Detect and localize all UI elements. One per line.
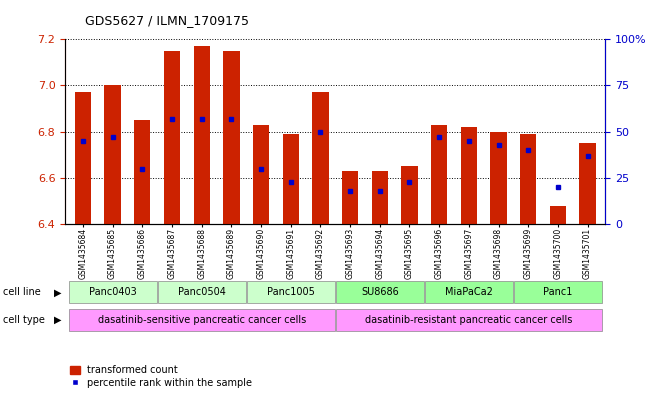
Bar	[490, 132, 506, 224]
Bar	[134, 120, 150, 224]
Bar	[342, 171, 358, 224]
Bar	[431, 125, 447, 224]
Text: cell line: cell line	[3, 287, 41, 298]
Bar	[68, 281, 156, 303]
Text: GDS5627 / ILMN_1709175: GDS5627 / ILMN_1709175	[85, 15, 249, 28]
Text: Panc0403: Panc0403	[89, 287, 137, 298]
Bar	[68, 309, 335, 331]
Bar	[193, 46, 210, 224]
Bar	[247, 281, 335, 303]
Bar	[461, 127, 477, 224]
Bar	[283, 134, 299, 224]
Text: dasatinib-resistant pancreatic cancer cells: dasatinib-resistant pancreatic cancer ce…	[365, 315, 572, 325]
Text: MiaPaCa2: MiaPaCa2	[445, 287, 493, 298]
Bar	[75, 92, 91, 224]
Bar	[223, 51, 240, 224]
Bar	[104, 85, 121, 224]
Bar	[336, 309, 602, 331]
Text: ▶: ▶	[54, 315, 62, 325]
Bar	[401, 166, 418, 224]
Text: ▶: ▶	[54, 287, 62, 298]
Bar	[425, 281, 513, 303]
Bar	[549, 206, 566, 224]
Bar	[579, 143, 596, 224]
Text: Panc1: Panc1	[543, 287, 573, 298]
Text: SU8686: SU8686	[361, 287, 398, 298]
Text: Panc0504: Panc0504	[178, 287, 226, 298]
Legend: transformed count, percentile rank within the sample: transformed count, percentile rank withi…	[70, 365, 253, 388]
Bar	[158, 281, 245, 303]
Text: cell type: cell type	[3, 315, 45, 325]
Text: dasatinib-sensitive pancreatic cancer cells: dasatinib-sensitive pancreatic cancer ce…	[98, 315, 306, 325]
Bar	[336, 281, 424, 303]
Bar	[312, 92, 329, 224]
Bar	[520, 134, 536, 224]
Bar	[253, 125, 270, 224]
Bar	[372, 171, 388, 224]
Bar	[514, 281, 602, 303]
Text: Panc1005: Panc1005	[267, 287, 314, 298]
Bar	[164, 51, 180, 224]
